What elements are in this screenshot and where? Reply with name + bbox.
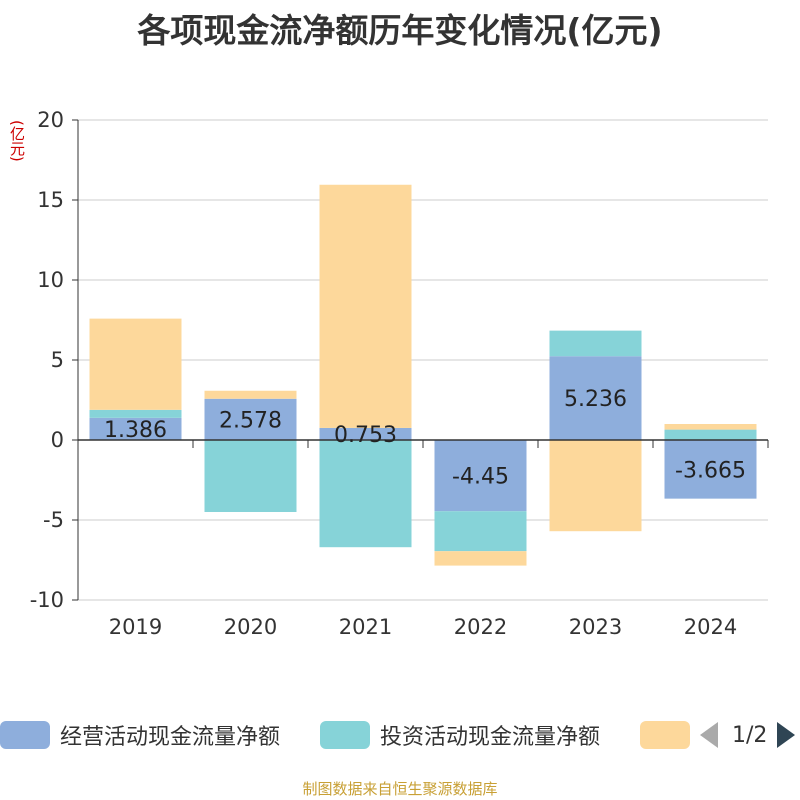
legend-swatch-operating <box>0 721 50 749</box>
legend-item-financing[interactable] <box>640 720 700 750</box>
data-label-2019: 1.386 <box>104 418 167 443</box>
bar-series0-2024 <box>664 440 757 499</box>
bar-series2-2024 <box>664 424 757 430</box>
data-label-2021: 0.753 <box>334 423 397 448</box>
bar-series1-2024 <box>664 429 757 440</box>
bar-series2-2022 <box>434 551 527 566</box>
data-label-2024: -3.665 <box>675 458 746 483</box>
y-axis-unit: (亿元) <box>8 120 26 162</box>
legend: 经营活动现金流量净额 投资活动现金流量净额 1/2 <box>0 712 800 758</box>
legend-item-operating[interactable]: 经营活动现金流量净额 <box>0 720 280 750</box>
y-tick-label: 20 <box>37 108 64 132</box>
axes: -10 -5 0 5 10 15 20 2019 2020 2021 2022 2023 2024 <box>30 108 769 639</box>
bar-series2-2019 <box>89 318 182 410</box>
x-tick-label-2021: 2021 <box>339 615 392 639</box>
y-tick-label: -10 <box>30 588 64 612</box>
data-label-2023: 5.236 <box>564 387 627 412</box>
bar-series2-2021 <box>319 184 412 428</box>
x-tick-label-2023: 2023 <box>569 615 622 639</box>
legend-label-investing: 投资活动现金流量净额 <box>380 725 601 750</box>
bar-series1-2023 <box>549 330 642 357</box>
bar-series2-2020 <box>204 390 297 399</box>
y-tick-label: 15 <box>37 188 64 212</box>
legend-pager: 1/2 <box>700 720 796 750</box>
chart-title: 各项现金流净额历年变化情况(亿元) <box>137 11 663 50</box>
data-labels: 1.386 2.578 0.753 -4.45 5.236 -3.665 <box>104 387 746 489</box>
bar-series0-2020 <box>204 398 297 440</box>
bar-series0-2023 <box>549 356 642 440</box>
bar-chart: -10 -5 0 5 10 15 20 2019 2020 2021 2022 2023 2024 1.… <box>30 108 769 639</box>
x-tick-label-2022: 2022 <box>454 615 507 639</box>
legend-prev-page-icon[interactable] <box>700 722 718 748</box>
legend-next-page-icon[interactable] <box>777 722 796 748</box>
bar-series2-2023 <box>549 440 642 532</box>
data-label-2020: 2.578 <box>219 408 282 433</box>
legend-swatch-investing <box>320 721 370 749</box>
bar-series1-2019 <box>89 409 182 418</box>
legend-swatch-financing <box>640 721 690 749</box>
y-tick-label: 5 <box>51 348 64 372</box>
bar-series1-2020 <box>204 440 297 512</box>
x-tick-label-2020: 2020 <box>224 615 277 639</box>
bar-series0-2021 <box>319 427 412 440</box>
legend-label-operating: 经营活动现金流量净额 <box>60 725 281 750</box>
x-tick-label-2019: 2019 <box>109 615 162 639</box>
source-note: 制图数据来自恒生聚源数据库 <box>302 780 498 798</box>
x-tick-label-2024: 2024 <box>684 615 737 639</box>
y-tick-label: 0 <box>51 428 64 452</box>
grid-lines <box>78 119 768 601</box>
legend-page-indicator: 1/2 <box>732 722 768 748</box>
data-label-2022: -4.45 <box>452 465 509 490</box>
y-tick-label: -5 <box>43 508 64 532</box>
bar-series1-2022 <box>434 511 527 552</box>
bar-series0-2022 <box>434 440 527 512</box>
bar-series1-2021 <box>319 440 412 548</box>
bar-series0-2019 <box>89 417 182 440</box>
y-tick-label: 10 <box>37 268 64 292</box>
bars <box>89 184 757 566</box>
legend-item-investing[interactable]: 投资活动现金流量净额 <box>320 720 600 750</box>
